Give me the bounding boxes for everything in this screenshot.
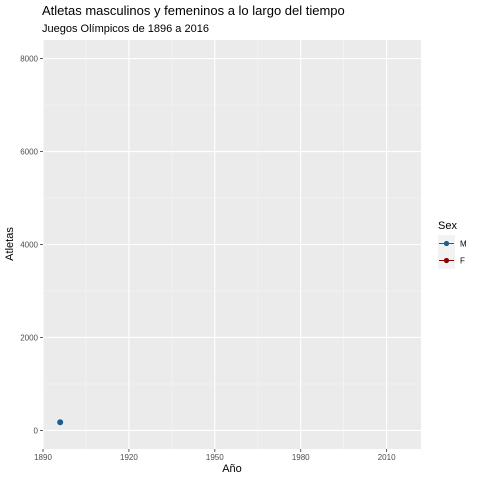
legend-key-point [443,240,450,247]
data-point-m [57,419,64,426]
legend-label-f: F [460,257,465,266]
x-tick-label: 1950 [206,453,224,462]
y-tick-label: 0 [34,426,39,435]
legend-key-point [443,257,450,264]
y-axis: 0 2000 4000 6000 8000 [20,55,43,435]
x-tick-label: 1890 [34,453,52,462]
legend: Sex MF [438,220,467,269]
chart-subtitle: Juegos Olímpicos de 1896 a 2016 [42,23,209,35]
data-points [57,419,64,426]
y-tick-label: 6000 [20,148,38,157]
y-tick-label: 8000 [20,55,38,64]
x-tick-label: 1980 [292,453,310,462]
x-axis-title: Año [222,463,242,475]
major-gridlines [42,40,421,449]
x-axis: 1890 1920 1950 1980 2010 [34,449,396,462]
chart-title: Atletas masculinos y femeninos a lo larg… [42,3,345,18]
y-axis-title: Atletas [4,227,16,261]
legend-title: Sex [438,220,457,232]
x-tick-label: 1920 [120,453,138,462]
legend-label-m: M [460,240,467,249]
x-tick-label: 2010 [378,453,396,462]
y-tick-label: 4000 [20,241,38,250]
y-tick-label: 2000 [20,333,38,342]
